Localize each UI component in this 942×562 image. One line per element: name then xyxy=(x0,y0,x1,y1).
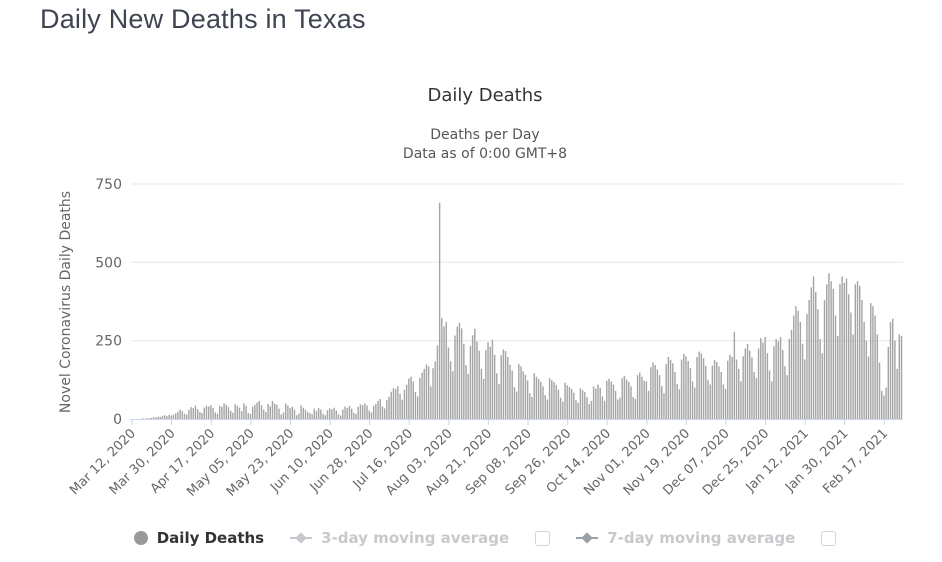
svg-text:0: 0 xyxy=(113,412,122,428)
line-diamond-marker-icon xyxy=(290,532,313,544)
legend-checkbox-3day[interactable] xyxy=(535,530,551,546)
svg-text:500: 500 xyxy=(95,255,122,271)
y-gridlines xyxy=(131,183,903,342)
page-title: Daily New Deaths in Texas xyxy=(40,4,366,34)
chart-subtitle-line2: Data as of 0:00 GMT+8 xyxy=(402,146,568,162)
line-diamond-marker-icon xyxy=(576,532,599,544)
legend-label-7day: 7-day moving average xyxy=(607,529,796,547)
y-axis-title: Novel Coronavirus Daily Deaths xyxy=(58,191,74,413)
legend-checkbox-7day[interactable] xyxy=(821,530,837,546)
legend-label-daily-deaths: Daily Deaths xyxy=(156,529,265,547)
legend: Daily Deaths 3-day moving average 7-day … xyxy=(28,525,942,551)
legend-label-3day: 3-day moving average xyxy=(321,529,510,547)
svg-text:Mar 12, 2020: Mar 12, 2020 xyxy=(67,426,139,498)
circle-marker-icon xyxy=(133,531,148,545)
legend-item-3day-moving-average[interactable]: 3-day moving average xyxy=(290,529,509,547)
legend-item-daily-deaths[interactable]: Daily Deaths xyxy=(133,529,265,547)
svg-text:750: 750 xyxy=(95,177,122,193)
chart-subtitle-line1: Deaths per Day xyxy=(430,127,540,143)
daily-deaths-bars[interactable] xyxy=(142,202,903,419)
legend-item-7day-moving-average[interactable]: 7-day moving average xyxy=(576,529,795,547)
y-tick-labels: 0 250 500 750 xyxy=(95,177,122,428)
svg-text:250: 250 xyxy=(95,334,122,350)
chart-title: Daily Deaths xyxy=(427,85,543,106)
chart-subtitle: Deaths per Day Data as of 0:00 GMT+8 xyxy=(28,126,942,164)
